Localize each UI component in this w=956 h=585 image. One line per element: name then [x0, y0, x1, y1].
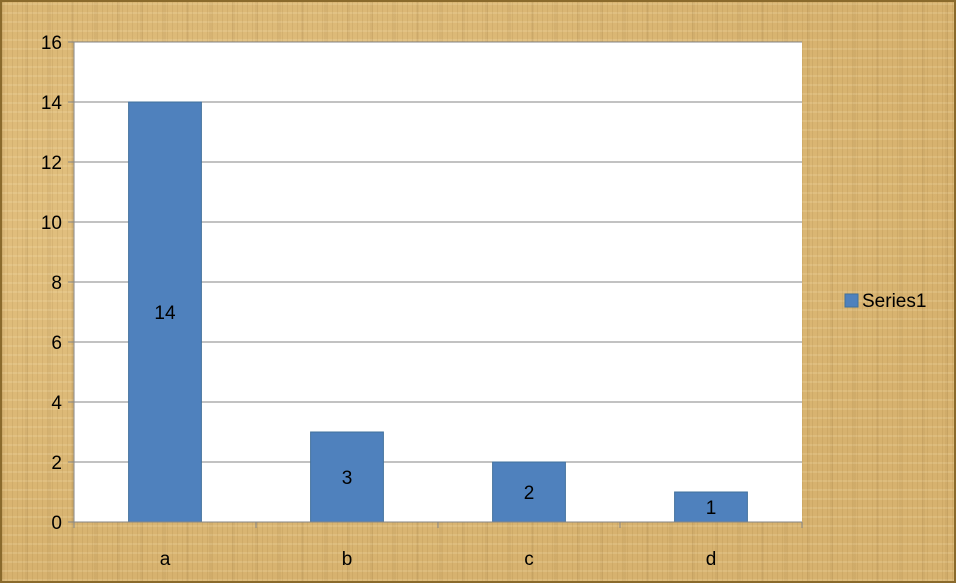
data-label: 3 — [342, 468, 353, 489]
y-tick-label: 2 — [51, 453, 62, 474]
data-label: 2 — [524, 483, 535, 504]
legend-label: Series1 — [862, 291, 926, 312]
x-tick-label: a — [160, 549, 171, 570]
y-tick-label: 12 — [41, 153, 62, 174]
y-tick-label: 8 — [51, 273, 62, 294]
y-axis-tick-labels: 0 2 4 6 8 10 12 14 16 — [41, 33, 63, 534]
y-tick-label: 4 — [51, 393, 62, 414]
x-tick-label: d — [706, 549, 717, 570]
y-tick-label: 6 — [51, 333, 62, 354]
y-tick-label: 16 — [41, 33, 62, 54]
x-axis-tick-labels: a b c d — [160, 549, 717, 570]
x-tick-label: b — [342, 549, 353, 570]
legend: Series1 — [844, 291, 926, 312]
data-label: 1 — [706, 498, 717, 519]
bar-a — [128, 101, 202, 523]
bar-b — [310, 431, 384, 523]
x-tick-label: c — [524, 549, 534, 570]
data-labels: 14 3 2 1 — [154, 303, 716, 519]
y-tick-label: 0 — [51, 513, 62, 534]
bar-c — [492, 461, 566, 523]
y-tick-label: 10 — [41, 213, 62, 234]
axes — [68, 41, 803, 528]
legend-swatch — [844, 293, 859, 308]
y-tick-label: 14 — [41, 93, 63, 114]
bars — [128, 101, 748, 523]
bar-d — [674, 491, 748, 523]
data-label: 14 — [154, 303, 176, 324]
